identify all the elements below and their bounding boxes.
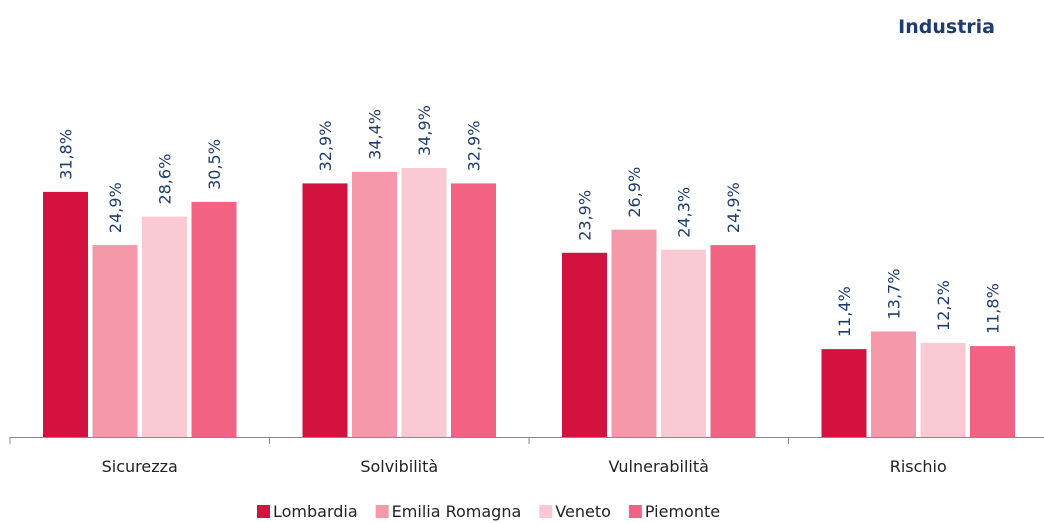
bar (401, 168, 447, 437)
bar (821, 349, 867, 437)
value-label: 26,9% (625, 167, 644, 218)
legend-label: Veneto (555, 502, 611, 521)
value-label: 32,9% (465, 121, 484, 172)
legend-swatch (375, 505, 389, 518)
value-label: 34,9% (415, 105, 434, 156)
bar (92, 245, 138, 437)
bar (302, 183, 348, 437)
bar (611, 229, 657, 437)
bar (710, 245, 756, 437)
value-label: 30,5% (205, 139, 224, 190)
bar (661, 249, 706, 437)
bar (43, 191, 88, 437)
legend-label: Piemonte (645, 502, 720, 521)
legend-swatch (257, 505, 270, 518)
legend-swatch (539, 505, 553, 518)
x-tick-label: Vulnerabilità (609, 457, 709, 476)
value-label: 12,2% (934, 280, 953, 331)
value-label: 11,4% (835, 286, 854, 337)
value-label: 32,9% (316, 121, 335, 172)
x-tick-label: Sicurezza (102, 457, 178, 476)
legend-label: Emilia Romagna (392, 502, 522, 521)
value-label: 24,9% (106, 182, 125, 233)
bar (871, 331, 916, 437)
x-tick-label: Rischio (890, 457, 947, 476)
value-label: 24,3% (675, 187, 694, 238)
x-tick-label: Solvibilità (360, 457, 438, 476)
bar (920, 342, 966, 437)
bar (142, 216, 187, 437)
value-label: 28,6% (156, 154, 175, 205)
chart-title: Industria (898, 16, 995, 38)
value-label: 13,7% (885, 269, 904, 320)
legend-swatch (628, 505, 642, 518)
value-label: 31,8% (57, 129, 76, 180)
value-label: 24,9% (724, 182, 743, 233)
value-label: 34,4% (366, 109, 385, 160)
value-label: 11,8% (984, 283, 1003, 334)
bar (562, 252, 607, 437)
bar (970, 346, 1015, 437)
bar (451, 183, 496, 437)
legend-label: Lombardia (273, 502, 358, 521)
value-label: 23,9% (576, 190, 595, 241)
bar (352, 171, 397, 437)
bar (191, 201, 237, 437)
